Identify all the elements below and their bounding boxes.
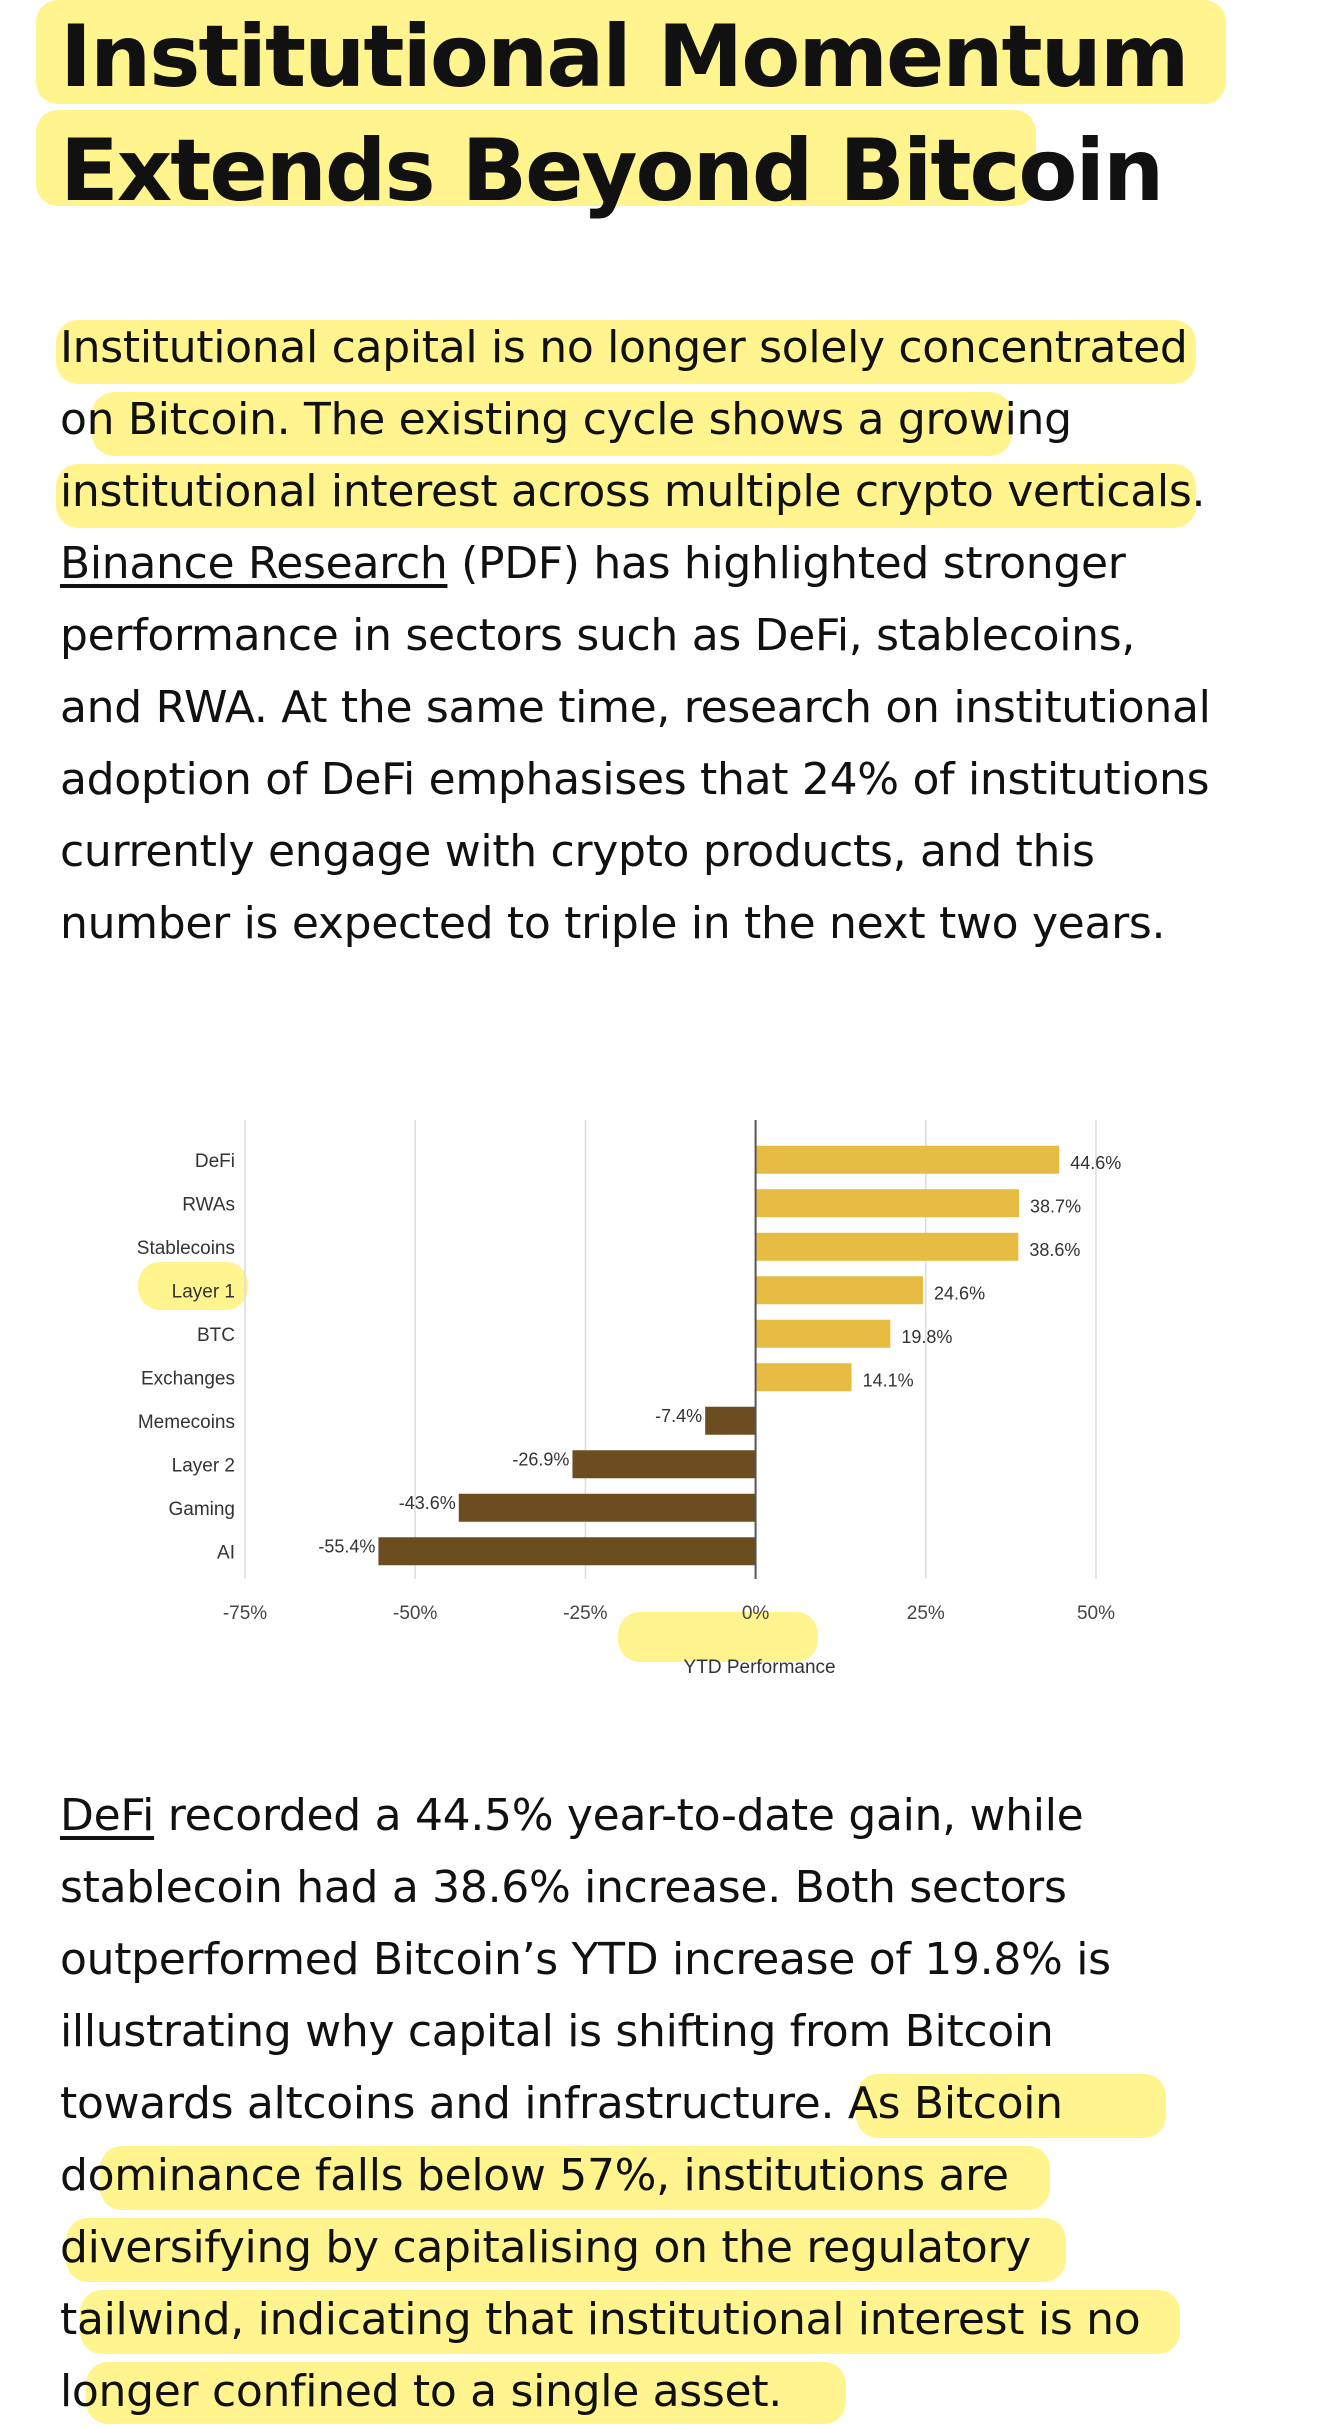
highlight-p2-line6 — [100, 2146, 1050, 2210]
highlight-p2-line7 — [66, 2218, 1066, 2282]
category-label: Memecoins — [138, 1412, 235, 1433]
category-label: BTC — [197, 1325, 235, 1346]
value-label: 14.1% — [863, 1370, 914, 1390]
category-label: DeFi — [195, 1151, 235, 1172]
p1-line: adoption of DeFi emphasises that 24% of … — [60, 754, 1210, 805]
value-label: 19.8% — [901, 1327, 952, 1347]
bar-exchanges — [755, 1363, 852, 1392]
p2-line: recorded a 44.5% year-to-date gain, whil… — [154, 1790, 1084, 1841]
x-tick-label: 50% — [1077, 1603, 1115, 1624]
p2-line: dominance falls below 57%, institutions … — [60, 2150, 1009, 2201]
value-label: -43.6% — [399, 1493, 456, 1513]
ytd-performance-chart: -75% -50% -25% 0% 25% 50% DeFi 44.6% RWAs 38.7% St… — [137, 1120, 1121, 1678]
p1-line: Institutional capital is no longer solel… — [60, 322, 1188, 373]
value-label: 38.6% — [1029, 1240, 1080, 1260]
p2-line: tailwind, indicating that institutional … — [60, 2294, 1141, 2345]
x-axis-label: YTD Performance — [684, 1657, 836, 1678]
value-label: -55.4% — [318, 1536, 375, 1556]
bar-defi — [755, 1145, 1060, 1174]
p1-line: (PDF) has highlighted stronger — [447, 538, 1126, 589]
defi-link[interactable]: DeFi — [60, 1790, 155, 1841]
highlight-p2-line9 — [86, 2362, 846, 2424]
defi-paragraph: DeFi recorded a 44.5% year-to-date gain,… — [60, 1780, 1300, 2428]
p1-line: institutional interest across multiple c… — [60, 466, 1206, 517]
title-line-1: Institutional Momentum — [60, 7, 1189, 107]
article-title: Institutional Momentum Extends Beyond Bi… — [60, 0, 1300, 228]
p2-line: stablecoin had a 38.6% increase. Both se… — [60, 1862, 1067, 1913]
x-tick-label: -75% — [223, 1603, 267, 1624]
title-line-2: Extends Beyond Bitcoin — [60, 121, 1164, 221]
p2-line: towards altcoins and infrastructure. As … — [60, 2078, 1063, 2129]
highlight-title-1 — [36, 0, 1226, 104]
category-label: RWAs — [182, 1194, 235, 1215]
value-label: -7.4% — [655, 1406, 702, 1426]
highlight-xlabel — [618, 1612, 818, 1662]
highlight-p1-line3 — [56, 464, 1196, 528]
bar-layer-1 — [755, 1276, 924, 1305]
value-label: 38.7% — [1030, 1196, 1081, 1216]
category-label: AI — [217, 1542, 235, 1563]
x-tick-label: 0% — [742, 1603, 770, 1624]
bar-gaming — [458, 1493, 756, 1522]
category-label: Gaming — [168, 1499, 235, 1520]
bar-ai — [378, 1537, 756, 1566]
bar-btc — [755, 1319, 891, 1348]
highlight-p1-line2 — [92, 392, 1012, 456]
category-label: Layer 2 — [172, 1455, 235, 1476]
category-label: Exchanges — [141, 1368, 235, 1389]
value-label: 24.6% — [934, 1283, 985, 1303]
x-tick-label: 25% — [907, 1603, 945, 1624]
binance-research-link[interactable]: Binance Research — [60, 538, 448, 589]
value-label: 44.6% — [1070, 1153, 1121, 1173]
x-tick-label: -25% — [563, 1603, 607, 1624]
highlight-p2-line5 — [856, 2074, 1166, 2138]
p2-line: illustrating why capital is shifting fro… — [60, 2006, 1054, 2057]
bar-stablecoins — [755, 1232, 1019, 1261]
bar-rwas — [755, 1189, 1020, 1218]
category-label: Layer 1 — [172, 1281, 235, 1302]
category-label: Stablecoins — [137, 1238, 235, 1259]
p2-line: longer confined to a single asset. — [60, 2366, 782, 2417]
highlight-title-2 — [36, 110, 1036, 206]
p1-line: and RWA. At the same time, research on i… — [60, 682, 1211, 733]
highlight-p2-line8 — [80, 2290, 1180, 2354]
p1-line: number is expected to triple in the next… — [60, 898, 1166, 949]
p1-line: performance in sectors such as DeFi, sta… — [60, 610, 1136, 661]
bar-layer-2 — [572, 1450, 756, 1479]
p2-line: diversifying by capitalising on the regu… — [60, 2222, 1031, 2273]
highlight-p1-line1 — [56, 320, 1196, 384]
value-label: -26.9% — [512, 1449, 569, 1469]
intro-paragraph: Institutional capital is no longer solel… — [60, 312, 1300, 960]
x-tick-label: -50% — [393, 1603, 437, 1624]
p2-line: outperformed Bitcoin’s YTD increase of 1… — [60, 1934, 1111, 1985]
p1-line: currently engage with crypto products, a… — [60, 826, 1095, 877]
p1-line: on Bitcoin. The existing cycle shows a g… — [60, 394, 1072, 445]
highlight-layer1 — [138, 1262, 248, 1310]
bar-memecoins — [705, 1406, 756, 1435]
